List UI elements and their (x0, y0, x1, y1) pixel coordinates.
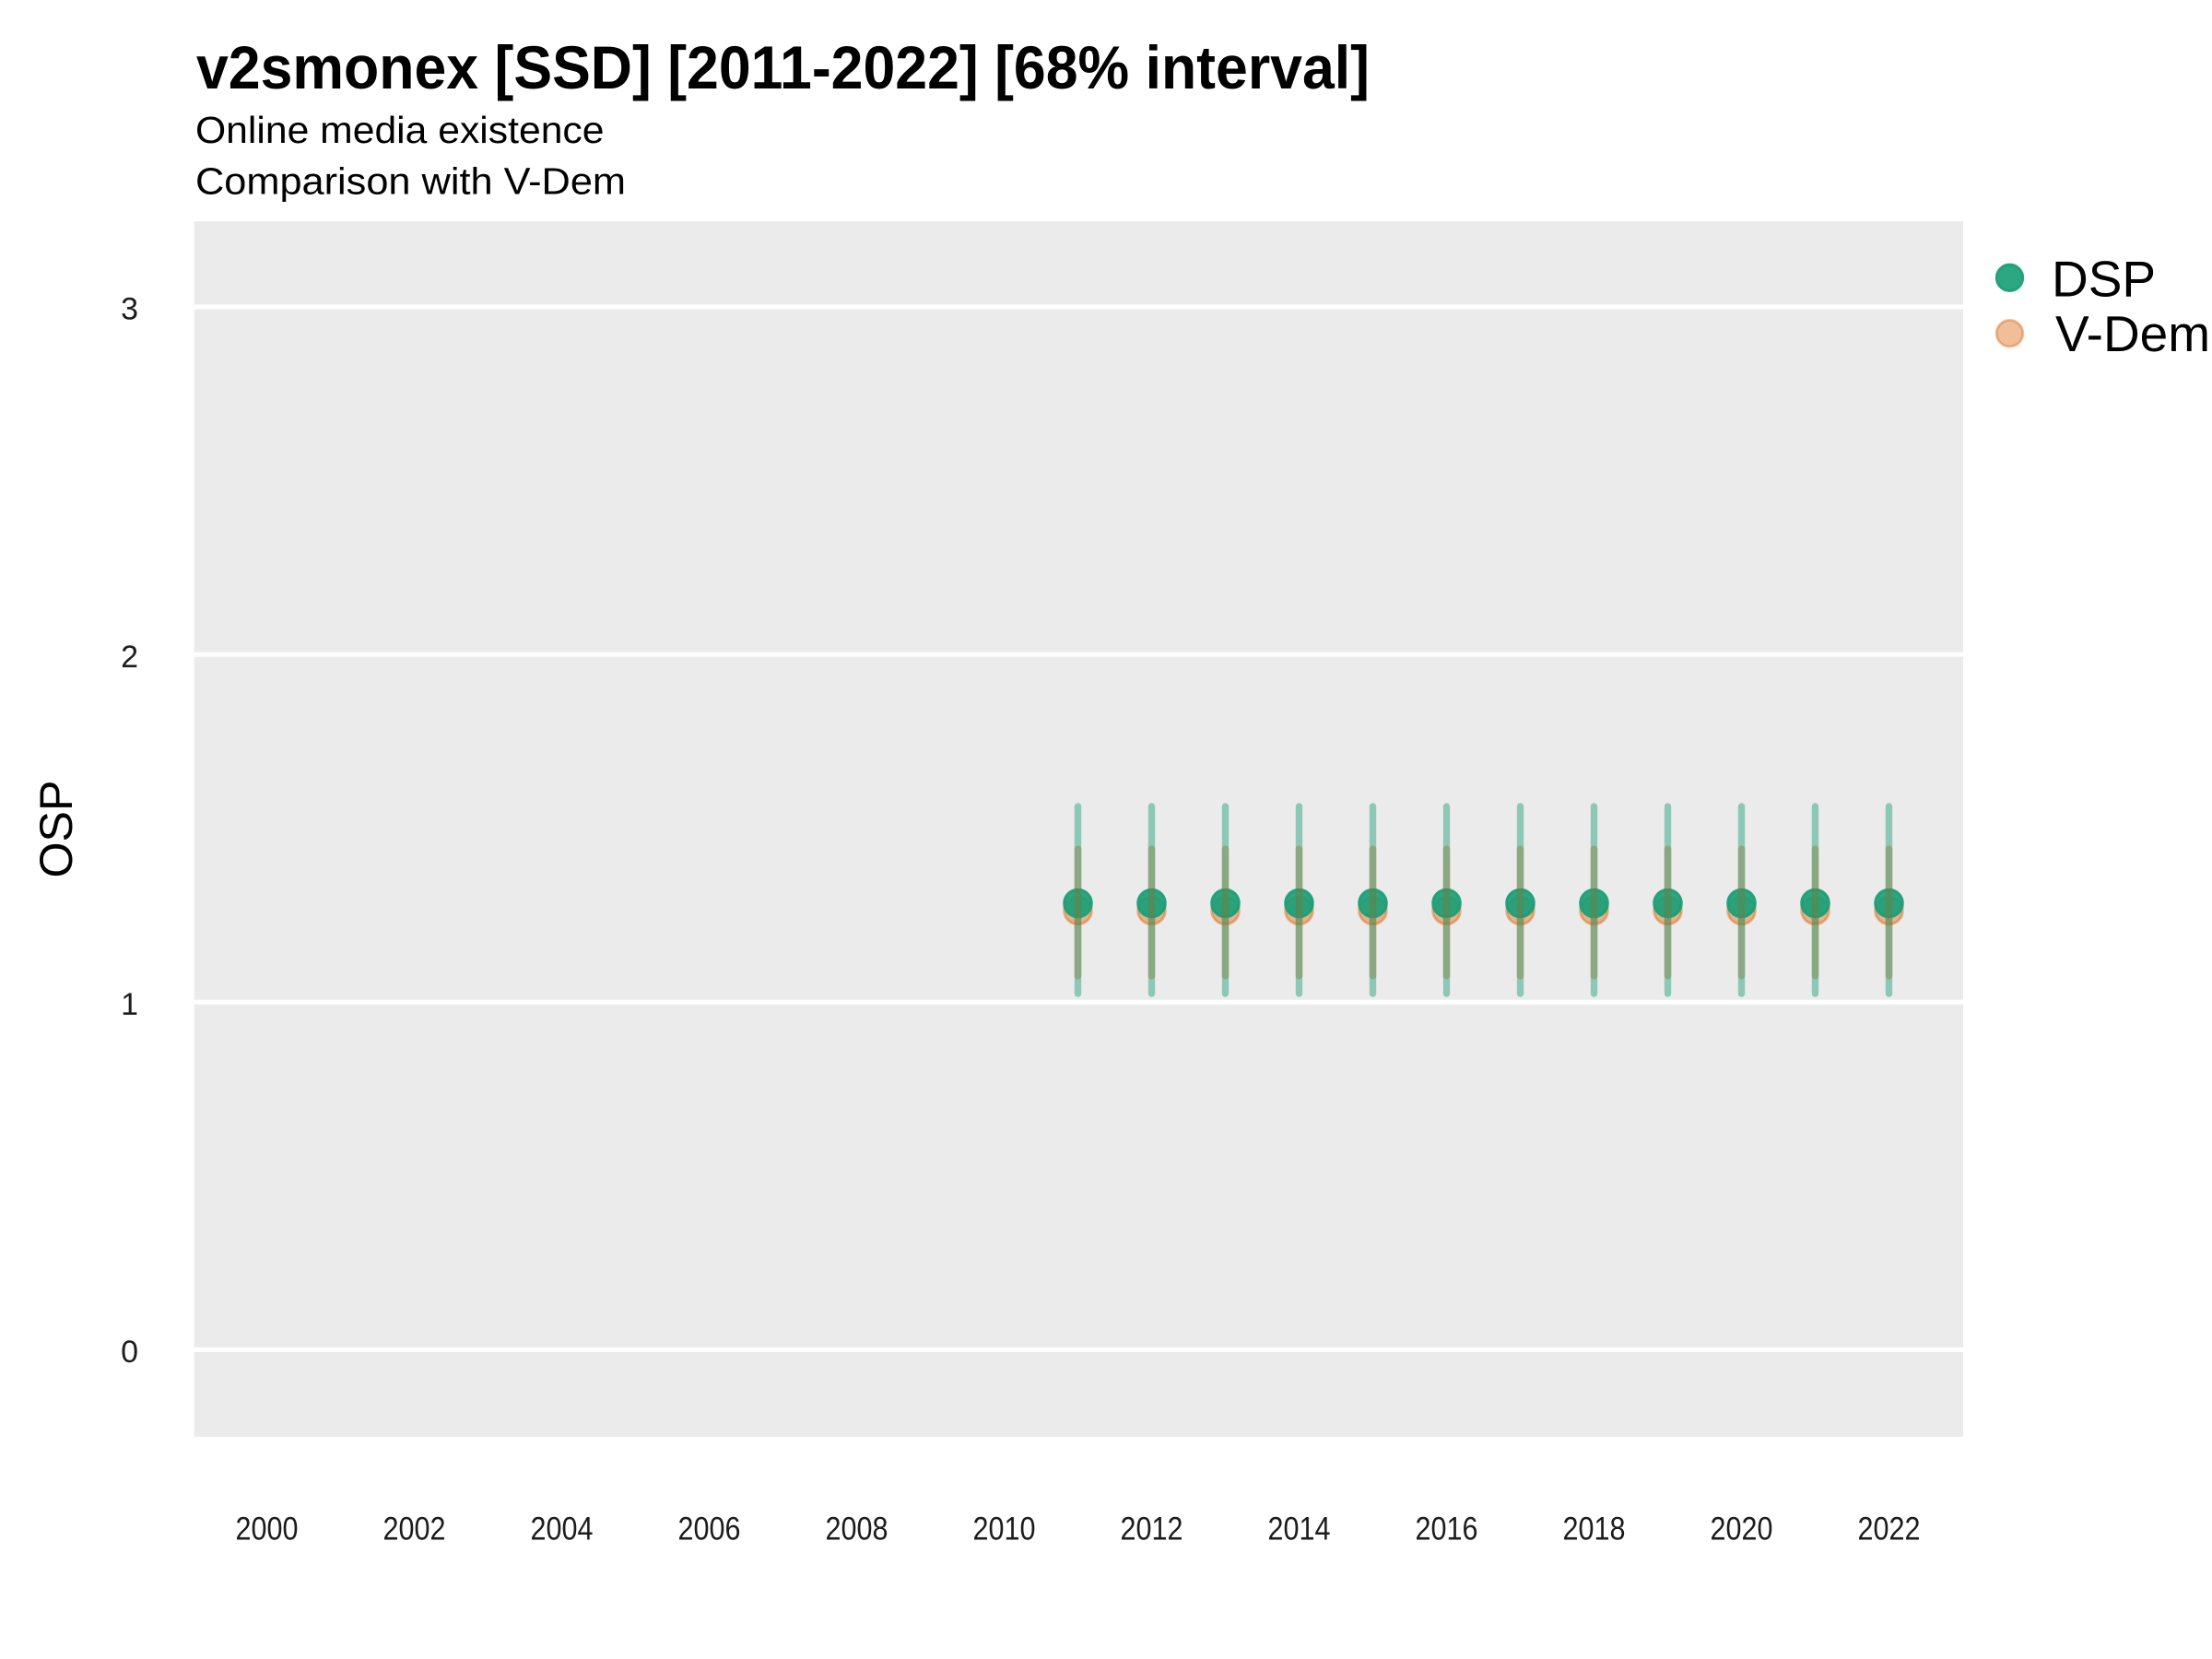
svg-text:2008: 2008 (826, 1512, 888, 1547)
svg-text:2010: 2010 (973, 1512, 1036, 1547)
svg-text:Comparison with V-Dem: Comparison with V-Dem (195, 160, 626, 203)
svg-text:3: 3 (121, 292, 138, 327)
svg-text:2000: 2000 (236, 1512, 299, 1547)
svg-text:2: 2 (121, 640, 138, 675)
svg-text:2022: 2022 (1858, 1512, 1921, 1547)
svg-text:2014: 2014 (1268, 1512, 1331, 1547)
svg-text:2006: 2006 (678, 1512, 741, 1547)
svg-text:OSP: OSP (30, 781, 82, 878)
svg-text:2002: 2002 (383, 1512, 446, 1547)
svg-text:2020: 2020 (1711, 1512, 1773, 1547)
svg-text:2018: 2018 (1563, 1512, 1626, 1547)
svg-text:v2smonex [SSD] [2011-2022] [68: v2smonex [SSD] [2011-2022] [68% interval… (196, 33, 1370, 101)
svg-text:2004: 2004 (531, 1512, 594, 1547)
svg-text:DSP: DSP (2052, 251, 2156, 308)
svg-text:2016: 2016 (1416, 1512, 1478, 1547)
svg-text:2012: 2012 (1121, 1512, 1183, 1547)
svg-text:V-Dem: V-Dem (2055, 305, 2210, 362)
svg-text:0: 0 (121, 1335, 138, 1370)
svg-text:Online media existence: Online media existence (195, 109, 605, 151)
svg-text:1: 1 (121, 987, 138, 1022)
